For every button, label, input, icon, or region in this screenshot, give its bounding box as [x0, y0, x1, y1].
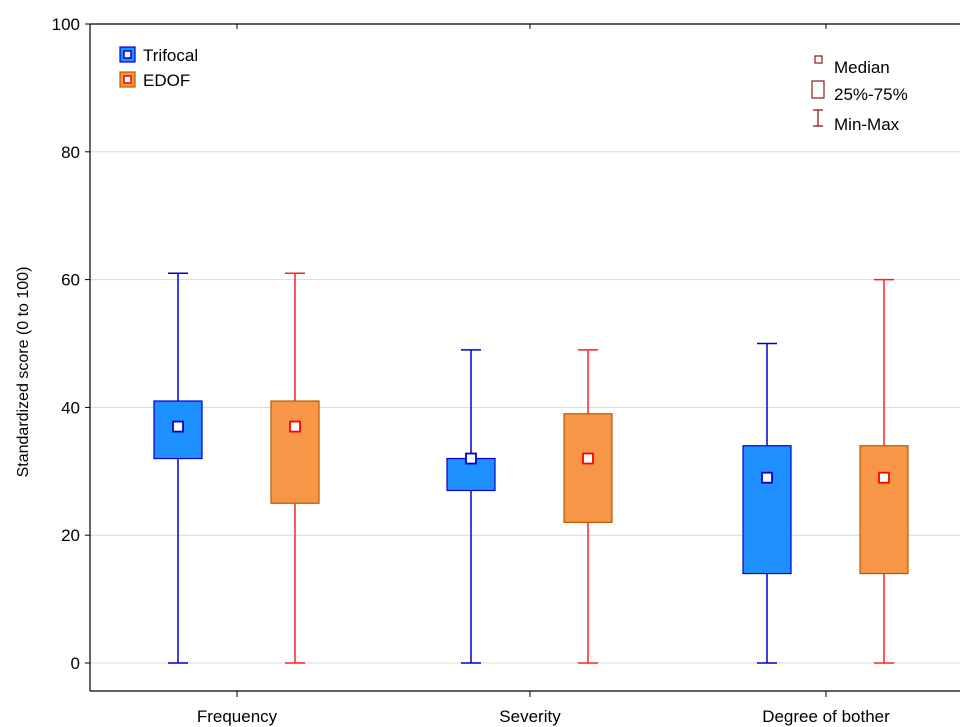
series-legend: Trifocal EDOF	[119, 46, 198, 90]
legend-label: EDOF	[143, 71, 190, 90]
y-tick-label: 0	[71, 654, 80, 673]
legend-box-marker	[811, 80, 825, 99]
box-edof-frequency	[270, 272, 320, 664]
box-trifocal-degree-of-bother	[742, 342, 792, 664]
legend-swatch-marker	[123, 75, 132, 84]
legend-box: 25%-75%	[811, 80, 908, 104]
y-tick-label: 80	[61, 143, 80, 162]
legend-item-edof: EDOF	[119, 71, 190, 90]
y-axis: 0 20 40 60 80 100	[52, 15, 90, 673]
legend-box-label: 25%-75%	[834, 85, 908, 104]
box-trifocal-severity	[446, 349, 496, 664]
median-marker	[582, 452, 594, 465]
y-tick-label: 100	[52, 15, 80, 34]
x-axis: Frequency Severity Degree of bother	[197, 24, 890, 726]
y-axis-title: Standardized score (0 to 100)	[15, 267, 32, 478]
median-marker	[289, 420, 301, 433]
iqr-box	[859, 445, 909, 575]
median-marker	[761, 471, 773, 484]
x-tick-label: Degree of bother	[762, 707, 890, 726]
legend-item-trifocal: Trifocal	[119, 46, 198, 65]
median-marker	[465, 452, 477, 465]
box-edof-degree-of-bother	[859, 278, 909, 664]
plot-frame	[89, 23, 960, 692]
box-trifocal-frequency	[153, 272, 203, 664]
box-series	[153, 272, 909, 664]
iqr-box	[563, 413, 613, 524]
x-tick-label: Frequency	[197, 707, 278, 726]
legend-swatch-marker	[123, 50, 132, 59]
legend-median: Median	[814, 55, 890, 77]
legend-label: Trifocal	[143, 46, 198, 65]
y-tick-label: 60	[61, 271, 80, 290]
x-tick-label: Severity	[499, 707, 561, 726]
stats-legend: Median 25%-75% Min-Max	[811, 55, 908, 134]
legend-median-label: Median	[834, 58, 890, 77]
gridlines	[90, 151, 960, 664]
iqr-box	[742, 445, 792, 575]
legend-whisker-label: Min-Max	[834, 115, 900, 134]
y-tick-label: 40	[61, 398, 80, 417]
median-marker	[172, 420, 184, 433]
iqr-box	[270, 400, 320, 504]
legend-whisker: Min-Max	[813, 109, 900, 134]
median-marker	[878, 471, 890, 484]
y-tick-label: 20	[61, 526, 80, 545]
box-edof-severity	[563, 349, 613, 664]
legend-median-marker	[814, 55, 823, 64]
